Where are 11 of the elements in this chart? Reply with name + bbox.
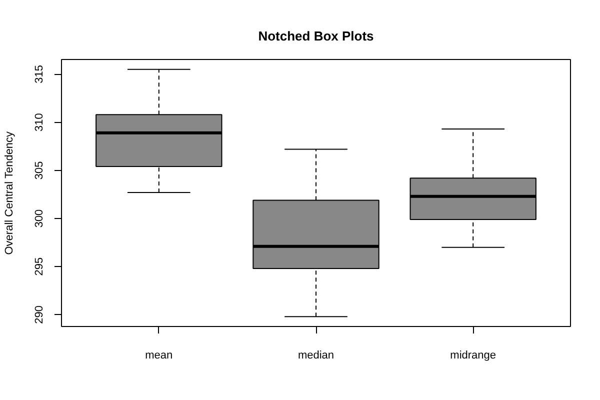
y-tick-label: 310 <box>34 113 46 132</box>
x-tick-label: mean <box>145 350 173 362</box>
y-axis-title: Overall Central Tendency <box>4 130 16 255</box>
chart-title: Notched Box Plots <box>258 28 374 44</box>
y-tick-label: 295 <box>34 257 46 276</box>
y-tick-label: 315 <box>34 65 46 84</box>
y-tick-label: 290 <box>34 305 46 324</box>
y-tick-label: 300 <box>34 209 46 228</box>
y-tick-label: 305 <box>34 161 46 180</box>
x-tick-label: midrange <box>450 350 496 362</box>
x-tick-label: median <box>298 350 334 362</box>
